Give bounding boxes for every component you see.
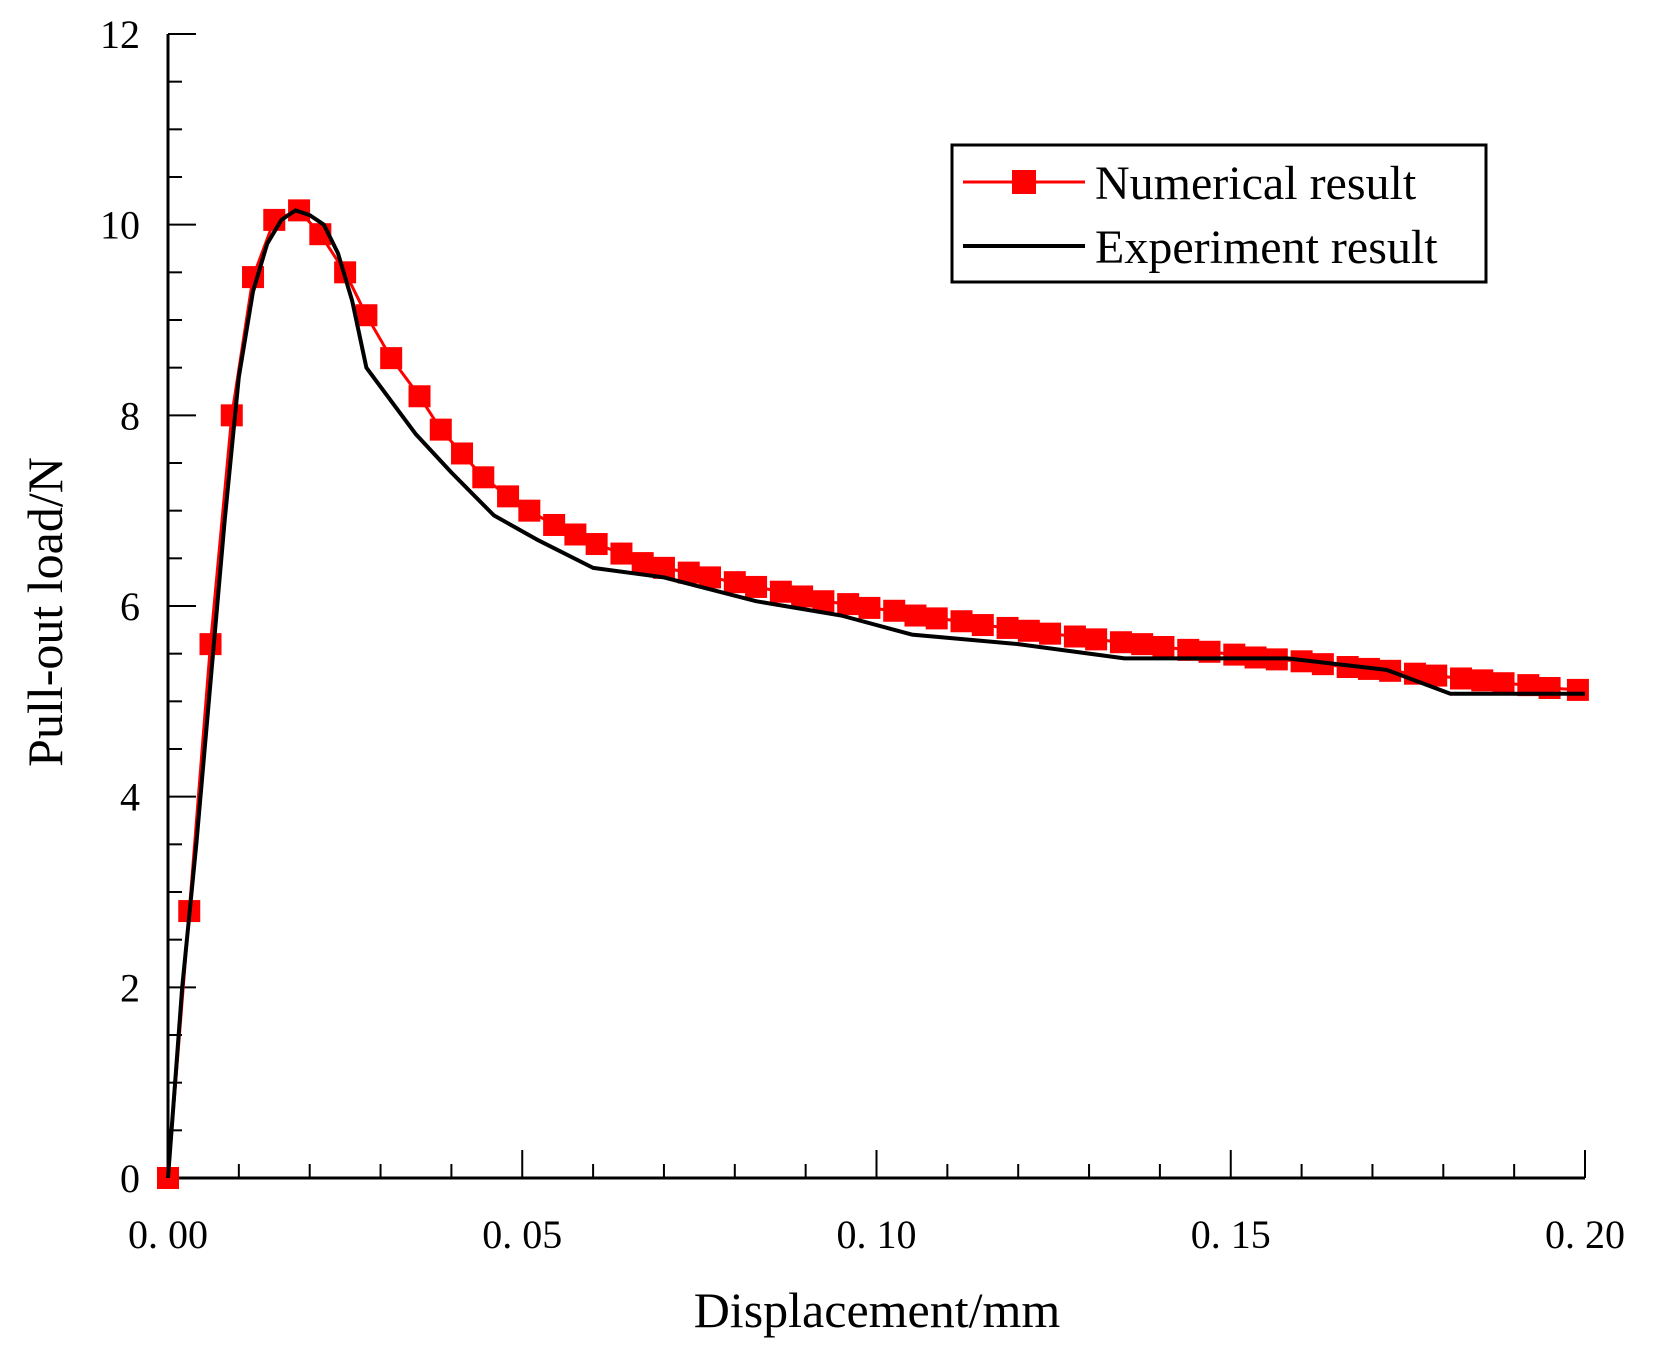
data-point <box>429 418 452 441</box>
data-point <box>996 616 1019 639</box>
data-point <box>380 347 403 370</box>
y-tick-label: 6 <box>120 584 140 629</box>
data-point <box>677 561 700 584</box>
data-point <box>543 513 566 536</box>
y-tick-label: 2 <box>120 965 140 1010</box>
data-point <box>837 593 860 616</box>
data-point <box>904 604 927 627</box>
data-point <box>950 610 973 633</box>
data-point <box>812 590 835 613</box>
series-line <box>166 208 1579 1179</box>
y-tick-label: 8 <box>120 393 140 438</box>
legend-label-experiment: Experiment result <box>1095 221 1438 274</box>
data-point <box>883 599 906 622</box>
data-point <box>518 499 541 522</box>
data-point <box>1492 672 1515 695</box>
series-0 <box>157 199 1589 1189</box>
legend-label-numerical: Numerical result <box>1095 157 1417 210</box>
data-point <box>1450 667 1473 690</box>
x-tick-label: 0. 15 <box>1191 1212 1271 1257</box>
x-axis-label: Displacement/mm <box>694 1282 1061 1338</box>
y-tick-label: 10 <box>100 203 140 248</box>
legend-marker-numerical <box>1012 170 1036 194</box>
data-point <box>355 304 378 327</box>
data-point <box>1039 622 1062 645</box>
legend-box <box>950 143 1488 284</box>
data-point <box>497 485 520 508</box>
data-point <box>1063 625 1086 648</box>
data-point <box>652 556 675 579</box>
data-point <box>925 607 948 630</box>
data-point <box>585 533 608 556</box>
data-point <box>1131 633 1154 656</box>
y-tick-label: 0 <box>120 1156 140 1201</box>
y-tick-label: 12 <box>100 12 140 57</box>
data-point <box>791 585 814 608</box>
data-point <box>699 566 722 589</box>
data-point <box>1566 678 1589 701</box>
data-point <box>631 552 654 575</box>
data-point <box>408 385 431 408</box>
data-point <box>1223 643 1246 666</box>
x-tick-label: 0. 05 <box>482 1212 562 1257</box>
series-layer <box>157 199 1589 1189</box>
data-point <box>858 596 881 619</box>
data-point <box>1152 635 1175 658</box>
data-point <box>745 575 768 598</box>
data-point <box>1177 638 1200 661</box>
x-tick-label: 0. 20 <box>1545 1212 1625 1257</box>
data-point <box>610 542 633 565</box>
x-tick-label: 0. 10 <box>837 1212 917 1257</box>
data-point <box>723 571 746 594</box>
y-axis-label: Pull-out load/N <box>17 457 73 767</box>
data-point <box>220 404 243 427</box>
data-point <box>769 580 792 603</box>
data-point <box>199 633 222 656</box>
data-point <box>1109 631 1132 654</box>
data-point <box>1471 669 1494 692</box>
data-point <box>472 466 495 489</box>
ticks: 0 2 4 6 8 10 12 0. 00 0. 05 0. 10 0. 15 0. 20 <box>100 12 1625 1257</box>
data-point <box>1017 619 1040 642</box>
data-point <box>1085 628 1108 651</box>
data-point <box>1517 674 1540 697</box>
data-point <box>564 523 587 546</box>
y-tick-label: 4 <box>120 775 140 820</box>
data-point <box>1425 664 1448 687</box>
x-tick-label: 0. 00 <box>128 1212 208 1257</box>
series-1 <box>166 208 1585 1179</box>
data-point <box>971 614 994 637</box>
legend: Numerical result Experiment result <box>950 143 1488 284</box>
series-line <box>166 208 1585 1179</box>
data-point <box>451 442 474 465</box>
